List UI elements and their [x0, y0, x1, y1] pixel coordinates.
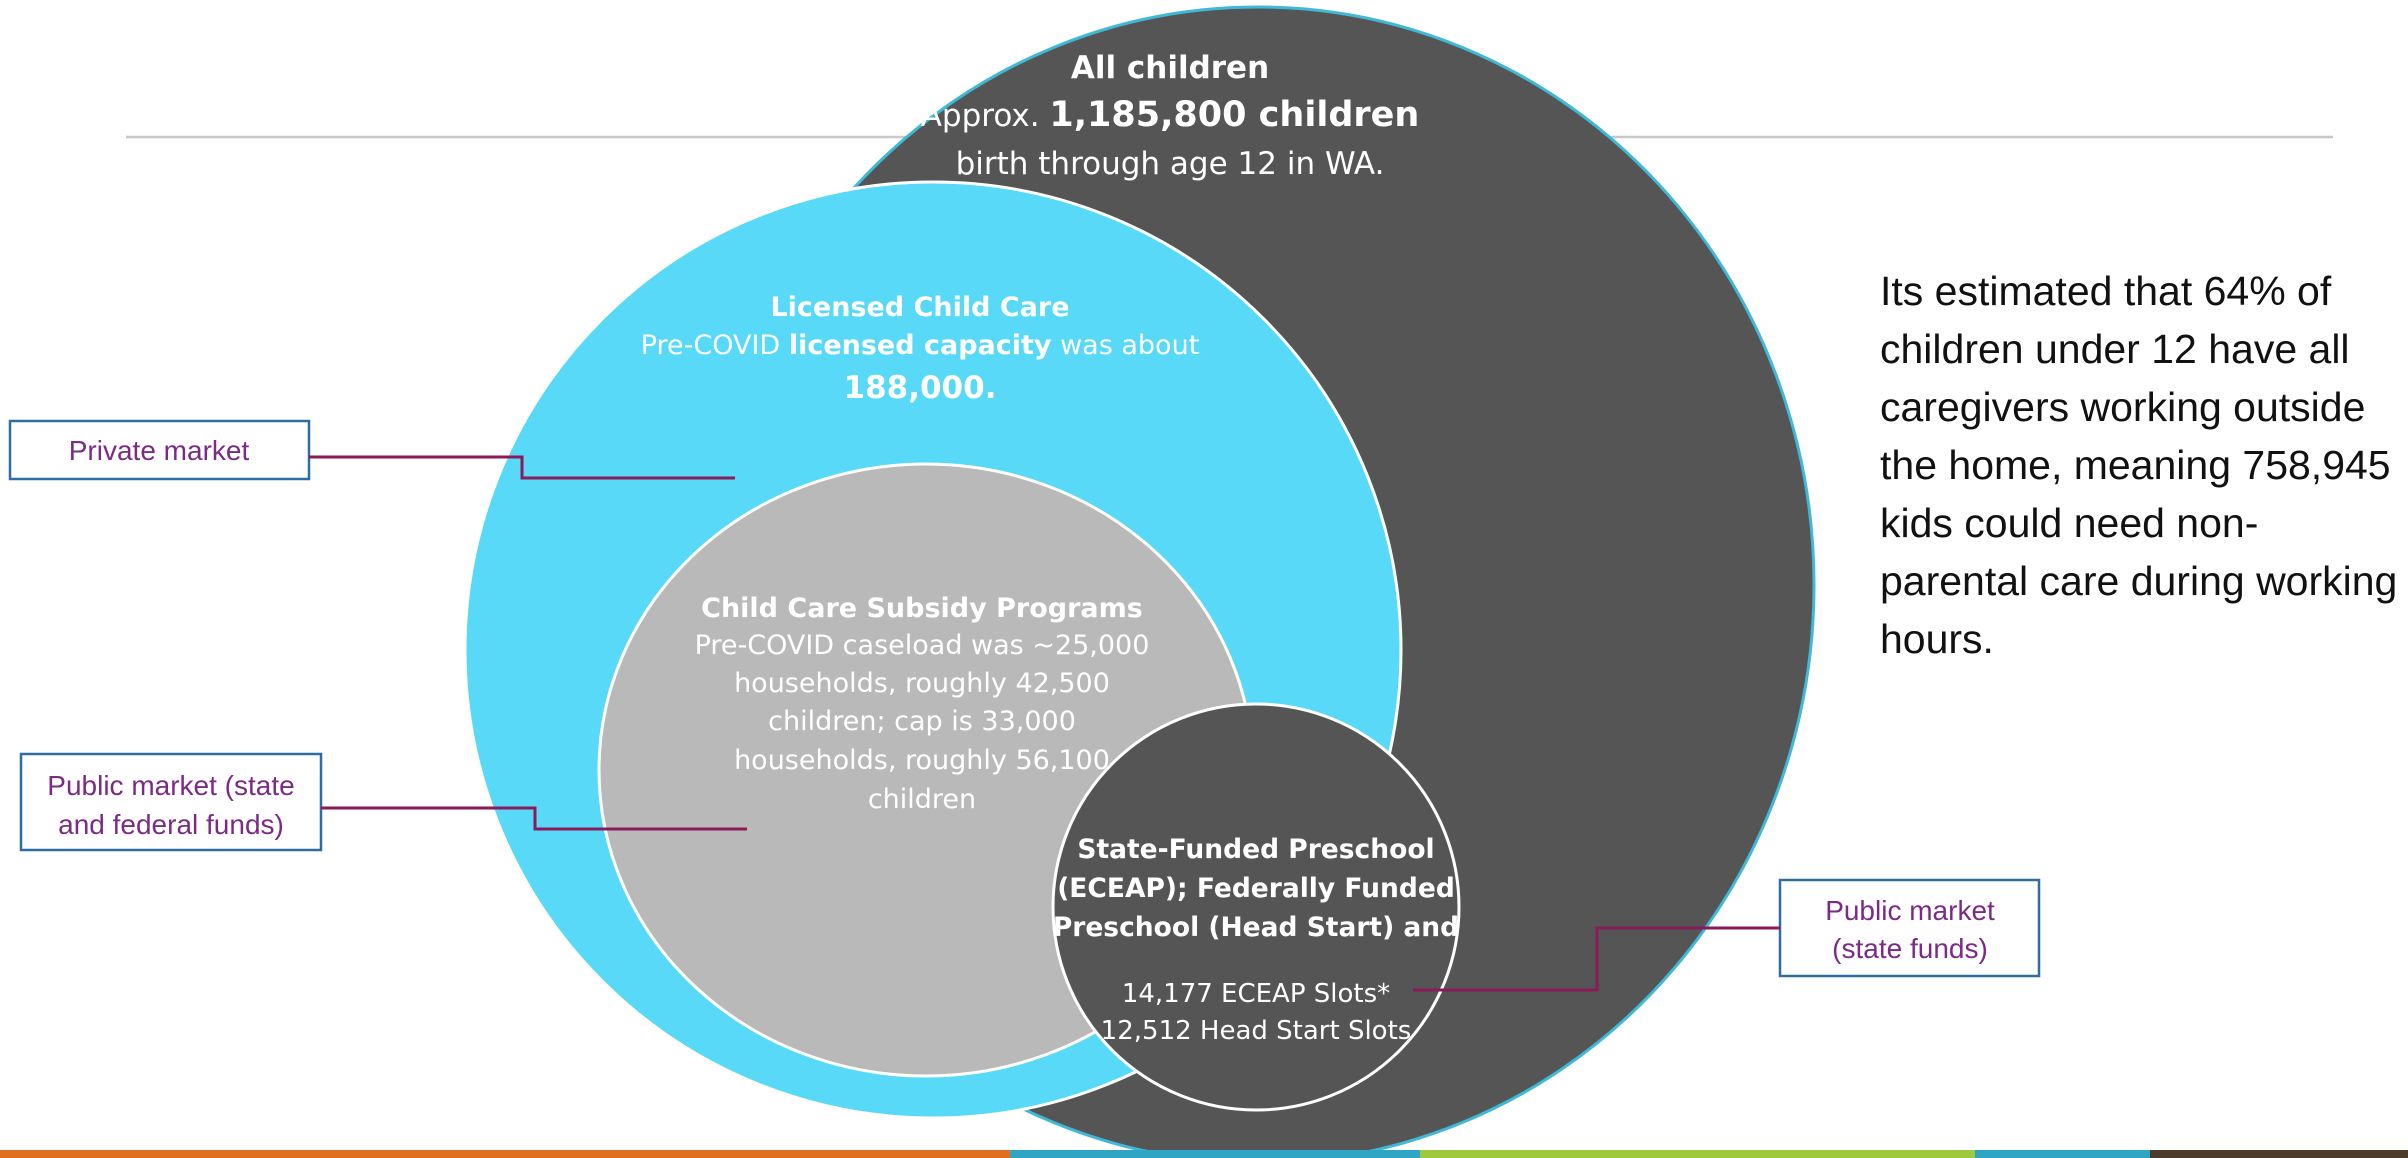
- licensed-capacity-prefix: Pre-COVID: [641, 330, 789, 361]
- public-state-federal-label-line-2: and federal funds): [58, 809, 284, 840]
- all-children-age-range: birth through age 12 in WA.: [956, 146, 1385, 182]
- public-state-connector: [1413, 926, 1780, 992]
- all-children-total-prefix: Approx.: [921, 98, 1050, 134]
- preschool-slot-lines: 14,177 ECEAP Slots* 12,512 Head Start Sl…: [1101, 979, 1412, 1046]
- private-market-label: Private market: [69, 435, 250, 466]
- footer-bar-segment-1: [0, 1150, 1010, 1158]
- licensed-capacity-bold: licensed capacity: [789, 330, 1052, 361]
- preschool-title-line-2: (ECEAP); Federally Funded: [1057, 873, 1455, 904]
- private-market-connector: [309, 455, 735, 480]
- subsidy-line-4: households, roughly 56,100: [734, 745, 1110, 776]
- subsidy-line-2: households, roughly 42,500: [734, 668, 1110, 699]
- licensed-capacity-suffix: was about: [1052, 330, 1200, 361]
- all-children-total: Approx. 1,185,800 children: [921, 95, 1420, 135]
- subsidy-title: Child Care Subsidy Programs: [701, 593, 1143, 624]
- subsidy-line-1: Pre-COVID caseload was ~25,000: [695, 630, 1150, 661]
- licensed-capacity-line: Pre-COVID licensed capacity was about: [641, 330, 1200, 361]
- footer-color-bar: [0, 1150, 2408, 1158]
- preschool-circle: [1051, 702, 1461, 1112]
- licensed-capacity-value: 188,000.: [844, 370, 997, 406]
- private-market-callout-box: [8, 419, 311, 481]
- subsidy-line-3: children; cap is 33,000: [768, 706, 1076, 737]
- footer-bar-segment-2: [1010, 1150, 1420, 1158]
- public-state-label-line-2: (state funds): [1832, 933, 1988, 964]
- head-start-slots: 12,512 Head Start Slots: [1101, 1016, 1412, 1046]
- licensed-title: Licensed Child Care: [770, 292, 1069, 323]
- preschool-title-lines: State-Funded Preschool (ECEAP); Federall…: [1053, 834, 1459, 943]
- public-state-federal-label-line-1: Public market (state: [47, 770, 294, 801]
- all-children-title: All children: [1071, 50, 1269, 86]
- footer-bar-segment-4: [1975, 1150, 2150, 1158]
- caregivers-note: Its estimated that 64% of children under…: [1880, 268, 2398, 662]
- footer-bar-segment-3: [1420, 1150, 1975, 1158]
- preschool-title-line-3: Preschool (Head Start) and: [1053, 912, 1459, 943]
- preschool-title-line-1: State-Funded Preschool: [1077, 834, 1434, 865]
- public-state-federal-callout-box: [19, 752, 323, 852]
- footer-bar-segment-5: [2150, 1150, 2408, 1158]
- public-state-label-line-1: Public market: [1825, 895, 1995, 926]
- eceap-slots: 14,177 ECEAP Slots*: [1122, 979, 1390, 1009]
- all-children-total-value: 1,185,800 children: [1049, 95, 1419, 135]
- subsidy-line-5: children: [868, 784, 976, 815]
- public-state-federal-connector: [321, 806, 747, 831]
- subsidy-text-lines: Pre-COVID caseload was ~25,000 household…: [695, 630, 1150, 815]
